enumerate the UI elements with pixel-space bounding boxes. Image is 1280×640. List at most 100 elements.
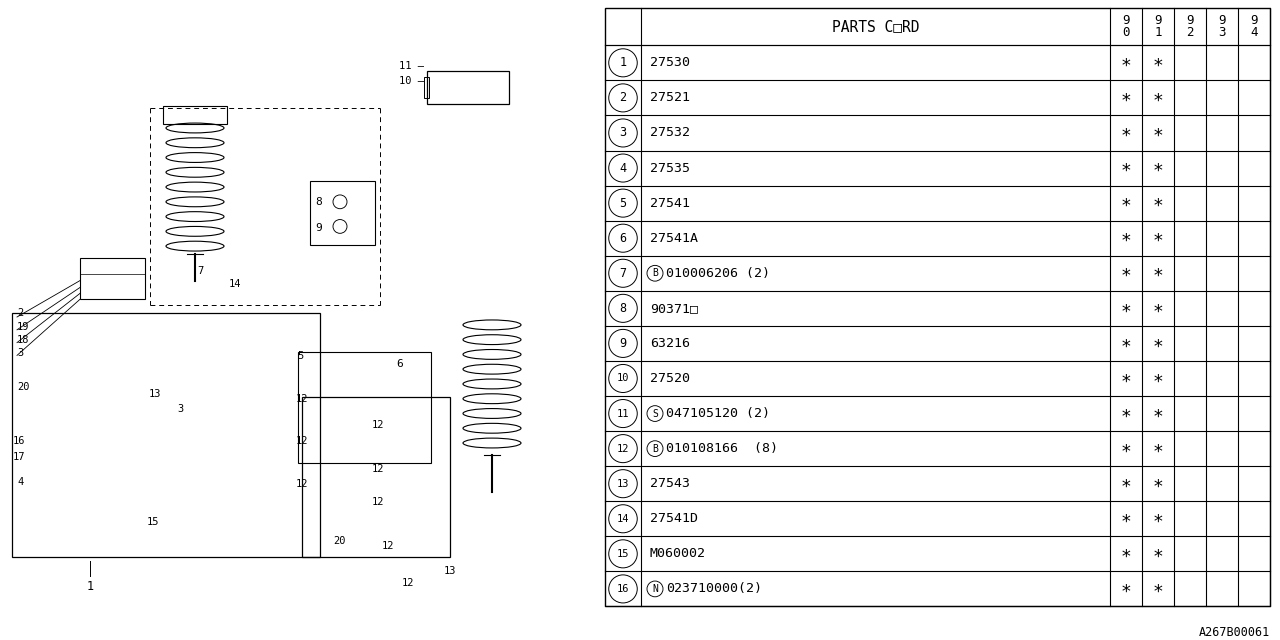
Text: 023710000(2): 023710000(2) xyxy=(666,582,762,595)
Text: 4: 4 xyxy=(17,477,23,488)
Text: 12: 12 xyxy=(296,394,308,404)
Text: 2: 2 xyxy=(17,308,23,318)
Text: N: N xyxy=(652,584,658,594)
Text: ∗: ∗ xyxy=(1120,335,1132,353)
Text: 27543: 27543 xyxy=(650,477,690,490)
Text: 9
0: 9 0 xyxy=(1123,14,1130,39)
Bar xyxy=(424,77,429,99)
Text: 1: 1 xyxy=(87,580,93,593)
Text: 9: 9 xyxy=(620,337,627,350)
Text: 90371□: 90371□ xyxy=(650,302,698,315)
Text: ∗: ∗ xyxy=(1120,300,1132,317)
Text: 18: 18 xyxy=(17,335,29,345)
Text: ∗: ∗ xyxy=(1120,545,1132,563)
Text: 27521: 27521 xyxy=(650,92,690,104)
Text: 15: 15 xyxy=(147,516,159,527)
Text: 12: 12 xyxy=(371,497,384,507)
Bar xyxy=(605,8,1270,607)
Text: M060002: M060002 xyxy=(650,547,707,561)
Text: 7: 7 xyxy=(620,267,627,280)
Text: 2: 2 xyxy=(620,92,627,104)
Text: 10 —: 10 — xyxy=(399,76,424,86)
Text: 17: 17 xyxy=(13,452,26,462)
Text: ∗: ∗ xyxy=(1152,404,1164,422)
Text: ∗: ∗ xyxy=(1120,475,1132,493)
Text: 27530: 27530 xyxy=(650,56,690,69)
Text: 12: 12 xyxy=(371,420,384,430)
Text: ∗: ∗ xyxy=(1152,545,1164,563)
Text: S: S xyxy=(652,408,658,419)
Text: ∗: ∗ xyxy=(1152,124,1164,142)
Text: PARTS C□RD: PARTS C□RD xyxy=(832,19,919,34)
Text: 8: 8 xyxy=(620,302,627,315)
Text: 7: 7 xyxy=(197,266,204,276)
Text: 27535: 27535 xyxy=(650,161,690,175)
Text: ∗: ∗ xyxy=(1152,510,1164,528)
Text: A267B00061: A267B00061 xyxy=(1199,626,1270,639)
Bar xyxy=(428,71,509,104)
Text: 1: 1 xyxy=(620,56,627,69)
Text: ∗: ∗ xyxy=(1152,440,1164,458)
Text: ∗: ∗ xyxy=(1120,159,1132,177)
Text: 13: 13 xyxy=(617,479,630,489)
Text: ∗: ∗ xyxy=(1152,300,1164,317)
Text: ∗: ∗ xyxy=(1152,194,1164,212)
Text: 9
3: 9 3 xyxy=(1219,14,1226,39)
Text: 11: 11 xyxy=(617,408,630,419)
Text: 63216: 63216 xyxy=(650,337,690,350)
Text: ∗: ∗ xyxy=(1120,89,1132,107)
Text: ∗: ∗ xyxy=(1152,475,1164,493)
Text: 010006206 (2): 010006206 (2) xyxy=(666,267,771,280)
Text: 27541A: 27541A xyxy=(650,232,698,244)
Text: 9
1: 9 1 xyxy=(1155,14,1162,39)
Text: ∗: ∗ xyxy=(1152,54,1164,72)
Text: 27541: 27541 xyxy=(650,196,690,210)
Bar xyxy=(79,258,145,300)
Text: 14: 14 xyxy=(229,278,241,289)
Bar xyxy=(163,106,227,124)
Text: 11 —: 11 — xyxy=(399,61,424,71)
Text: 9
4: 9 4 xyxy=(1251,14,1258,39)
Bar xyxy=(298,353,431,463)
Text: ∗: ∗ xyxy=(1120,580,1132,598)
Text: 12: 12 xyxy=(371,463,384,474)
Text: 20: 20 xyxy=(17,382,29,392)
Text: ∗: ∗ xyxy=(1152,264,1164,282)
Text: 047105120 (2): 047105120 (2) xyxy=(666,407,771,420)
Text: 13: 13 xyxy=(148,388,161,399)
Text: ∗: ∗ xyxy=(1152,89,1164,107)
Text: 12: 12 xyxy=(296,436,308,446)
Text: B: B xyxy=(652,444,658,454)
Text: ∗: ∗ xyxy=(1120,510,1132,528)
Text: ∗: ∗ xyxy=(1152,229,1164,247)
Text: 8: 8 xyxy=(316,197,323,207)
Text: 12: 12 xyxy=(402,578,415,588)
Text: 6: 6 xyxy=(397,359,403,369)
Bar xyxy=(310,181,375,245)
Text: ∗: ∗ xyxy=(1152,335,1164,353)
Text: ∗: ∗ xyxy=(1152,369,1164,387)
Text: 10: 10 xyxy=(617,374,630,383)
Text: 3: 3 xyxy=(17,348,23,358)
Text: ∗: ∗ xyxy=(1120,404,1132,422)
Text: 16: 16 xyxy=(617,584,630,594)
Text: ∗: ∗ xyxy=(1120,264,1132,282)
Text: ∗: ∗ xyxy=(1120,369,1132,387)
Text: 12: 12 xyxy=(381,541,394,552)
Text: 20: 20 xyxy=(334,536,347,547)
Text: 9: 9 xyxy=(316,223,323,234)
Text: ∗: ∗ xyxy=(1120,229,1132,247)
Text: 5: 5 xyxy=(297,351,303,362)
Bar xyxy=(302,397,451,557)
Text: 19: 19 xyxy=(17,322,29,332)
Text: 3: 3 xyxy=(620,127,627,140)
Text: 010108166  (8): 010108166 (8) xyxy=(666,442,778,455)
Text: 5: 5 xyxy=(620,196,627,210)
Text: 3: 3 xyxy=(177,404,183,413)
Text: 14: 14 xyxy=(617,514,630,524)
Text: 16: 16 xyxy=(13,436,26,446)
Text: ∗: ∗ xyxy=(1152,159,1164,177)
Text: ∗: ∗ xyxy=(1120,440,1132,458)
Text: ∗: ∗ xyxy=(1152,580,1164,598)
Text: ∗: ∗ xyxy=(1120,54,1132,72)
